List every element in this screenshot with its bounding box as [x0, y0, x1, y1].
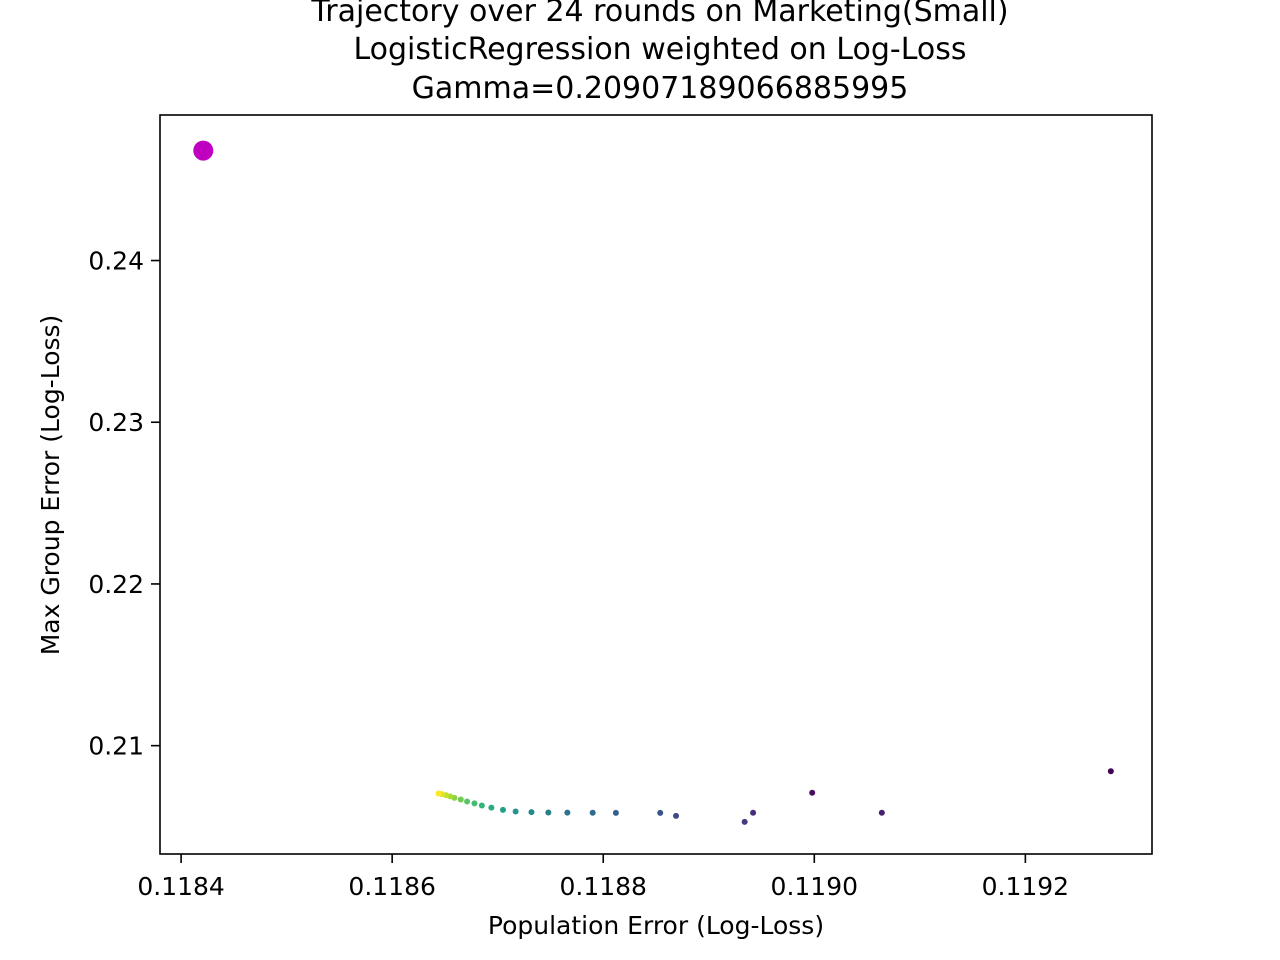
x-tick-label: 0.1188 [559, 872, 646, 901]
trajectory-point [878, 809, 885, 816]
trajectory-point [528, 809, 535, 816]
data-points [193, 140, 1114, 825]
chart-title-line-3: Gamma=0.20907189066885995 [412, 71, 909, 106]
trajectory-point [673, 812, 680, 819]
chart-title: Trajectory over 24 rounds on Marketing(S… [310, 0, 1008, 106]
trajectory-point [464, 798, 471, 805]
trajectory-point [478, 802, 485, 809]
trajectory-point [457, 796, 464, 803]
y-tick-label: 0.23 [88, 408, 144, 437]
axis-ticks: 0.1184 0.1186 0.1188 0.1190 0.1192 0.21 0.22 0.… [88, 247, 1069, 901]
y-tick-label: 0.21 [88, 732, 144, 761]
trajectory-point [1107, 768, 1114, 775]
plot-frame [159, 114, 1153, 855]
trajectory-point [564, 809, 571, 816]
trajectory-point [741, 818, 748, 825]
x-tick-label: 0.1184 [137, 872, 224, 901]
x-tick-label: 0.1186 [348, 872, 435, 901]
trajectory-point [589, 809, 596, 816]
trajectory-point [612, 809, 619, 816]
trajectory-point [499, 806, 506, 813]
trajectory-point [512, 808, 519, 815]
trajectory-point [488, 804, 495, 811]
trajectory-point [809, 789, 816, 796]
chart-title-line-2: LogisticRegression weighted on Log-Loss [353, 32, 966, 67]
x-tick-label: 0.1190 [771, 872, 858, 901]
x-axis-label: Population Error (Log-Loss) [488, 911, 824, 940]
highlighted-point [193, 140, 214, 161]
trajectory-point [545, 809, 552, 816]
trajectory-point [750, 809, 757, 816]
trajectory-point [471, 800, 478, 807]
y-axis-label: Max Group Error (Log-Loss) [36, 315, 65, 656]
trajectory-point [435, 790, 442, 797]
x-tick-label: 0.1192 [982, 872, 1069, 901]
y-tick-label: 0.22 [88, 570, 144, 599]
y-tick-label: 0.24 [88, 247, 144, 276]
trajectory-point [657, 809, 664, 816]
chart-title-line-1: Trajectory over 24 rounds on Marketing(S… [310, 0, 1008, 29]
